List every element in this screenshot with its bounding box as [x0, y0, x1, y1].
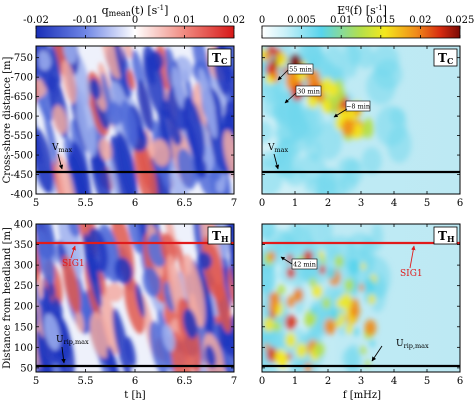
top-left-ytick-label: -550 — [11, 131, 33, 142]
top-left-ytick-label: -750 — [11, 53, 33, 64]
panel-bottom-right-field — [262, 224, 460, 372]
svg-text:SIG1: SIG1 — [62, 259, 85, 269]
callout-8-min: ~8 min — [333, 100, 371, 118]
svg-text:42 min: 42 min — [293, 261, 316, 269]
top-left-xtick-label: 7 — [231, 198, 237, 209]
bottom-left-xtick-label: 7 — [231, 376, 237, 387]
callout-55-min: 55 min — [277, 63, 314, 81]
colorbar-energy-title: Eq(f) [s-1] — [337, 4, 387, 17]
colorbar-energy-tick-label: 0.005 — [287, 15, 316, 26]
top-left-ytick-label: -600 — [11, 112, 33, 123]
tag-top-right: TC — [433, 48, 458, 67]
ylabel-cross-shore: Cross-shore distance [m] — [2, 57, 13, 184]
top-right-xtick-label: 0 — [259, 198, 265, 209]
bottom-left-ytick-label: 200 — [14, 302, 33, 313]
annotation-urip-bottom-right: Urip,max — [371, 339, 429, 362]
bottom-right-xtick-label: 4 — [391, 376, 397, 387]
bottom-right-xtick-label: 1 — [292, 376, 298, 387]
top-right-xtick-label: 6 — [457, 198, 463, 209]
bottom-left-ytick-label: 50 — [20, 363, 33, 374]
colorbar-energy-tick-label: 0.02 — [409, 15, 431, 26]
annotation-sig1-bottom-left: SIG1 — [62, 245, 85, 269]
bottom-left-xtick-label: 5.5 — [78, 376, 94, 387]
bottom-left-ytick-label: 400 — [14, 220, 33, 231]
svg-text:SIG1: SIG1 — [400, 269, 423, 279]
top-left-ytick-label: -450 — [11, 170, 33, 181]
bottom-left-ytick-label: 300 — [14, 261, 33, 272]
bottom-left-ytick-label: 100 — [14, 343, 33, 354]
top-right-xtick-label: 5 — [424, 198, 430, 209]
colorbar-q-mean-title: qmean(t) [s-1] — [102, 4, 169, 18]
colorbar-q-mean-tick-label: 0.01 — [173, 15, 195, 26]
colorbar-energy-tick-label: 0.015 — [366, 15, 395, 26]
annotation-vmax-top-left: Vmax — [51, 143, 73, 170]
svg-text:Urip,max: Urip,max — [56, 335, 89, 346]
colorbar-energy-tick-label: 0 — [259, 15, 265, 26]
colorbar-energy-gradient — [261, 25, 461, 39]
colorbar-q-mean: -0.02 -0.01 0 0.01 0.02 — [23, 15, 245, 39]
colorbar-q-mean-tick-label: 0.02 — [223, 15, 245, 26]
bottom-left-xtick-label: 6 — [132, 376, 138, 387]
colorbar-q-mean-tick-label: -0.01 — [73, 15, 99, 26]
svg-text:30 min: 30 min — [297, 88, 320, 96]
panel-top-right-field — [262, 46, 460, 194]
top-right-xtick-label: 2 — [325, 198, 331, 209]
colorbar-q-mean-tick-label: 0 — [132, 15, 138, 26]
svg-text:Urip,max: Urip,max — [396, 339, 429, 350]
bottom-left-ytick-label: 250 — [14, 281, 33, 292]
top-left-ytick-label: -500 — [11, 151, 33, 162]
top-left-xtick-label: 5.5 — [78, 198, 94, 209]
tag-top-left: TC — [207, 48, 232, 67]
svg-text:TH: TH — [438, 229, 455, 244]
top-right-xtick-label: 3 — [358, 198, 364, 209]
tag-bottom-left: TH — [207, 226, 232, 245]
bottom-left-xtick-label: 6.5 — [177, 376, 193, 387]
callout-42-min: 42 min — [280, 256, 318, 270]
top-right-xtick-label: 4 — [391, 198, 397, 209]
top-left-ytick-label: -700 — [11, 73, 33, 84]
ylabel-headland: Distance from headland [m] — [2, 227, 13, 369]
bottom-right-xtick-label: 5 — [424, 376, 430, 387]
callout-30-min: 30 min — [284, 85, 322, 104]
top-left-xtick-label: 6.5 — [177, 198, 193, 209]
svg-text:55 min: 55 min — [289, 66, 312, 74]
bottom-left-xtick-label: 5 — [33, 376, 39, 387]
annotation-sig1-bottom-right: SIG1 — [400, 245, 423, 279]
svg-text:Vmax: Vmax — [51, 143, 73, 154]
bottom-left-ytick-label: 350 — [14, 240, 33, 251]
bottom-left-ytick-label: 150 — [14, 322, 33, 333]
panel-top-left-field — [36, 46, 234, 194]
colorbar-energy: 0 0.005 0.01 0.015 0.02 0.025 — [259, 15, 474, 39]
annotation-urip-bottom-left: Urip,max — [56, 335, 89, 364]
panel-bottom-left-field — [36, 224, 234, 372]
svg-text:~8 min: ~8 min — [346, 103, 370, 111]
xlabel-time: t [h] — [124, 390, 146, 401]
bottom-right-xtick-label: 0 — [259, 376, 265, 387]
tag-bottom-right: TH — [433, 226, 458, 245]
colorbar-energy-tick-label: 0.01 — [330, 15, 352, 26]
svg-text:TC: TC — [438, 51, 453, 66]
xlabel-frequency: f [mHz] — [343, 390, 381, 401]
svg-text:TH: TH — [212, 229, 229, 244]
bottom-right-xtick-label: 3 — [358, 376, 364, 387]
top-left-xtick-label: 6 — [132, 198, 138, 209]
top-left-ytick-label: -650 — [11, 92, 33, 103]
bottom-right-xtick-label: 6 — [457, 376, 463, 387]
top-left-ytick-label: -400 — [11, 190, 33, 201]
annotation-vmax-top-right: Vmax — [267, 143, 289, 170]
top-right-xtick-label: 1 — [292, 198, 298, 209]
bottom-right-xtick-label: 2 — [325, 376, 331, 387]
colorbar-q-mean-tick-label: -0.02 — [23, 15, 49, 26]
top-left-xtick-label: 5 — [33, 198, 39, 209]
svg-text:Vmax: Vmax — [267, 143, 289, 154]
svg-text:TC: TC — [212, 51, 227, 66]
colorbar-energy-tick-label: 0.025 — [446, 15, 474, 26]
